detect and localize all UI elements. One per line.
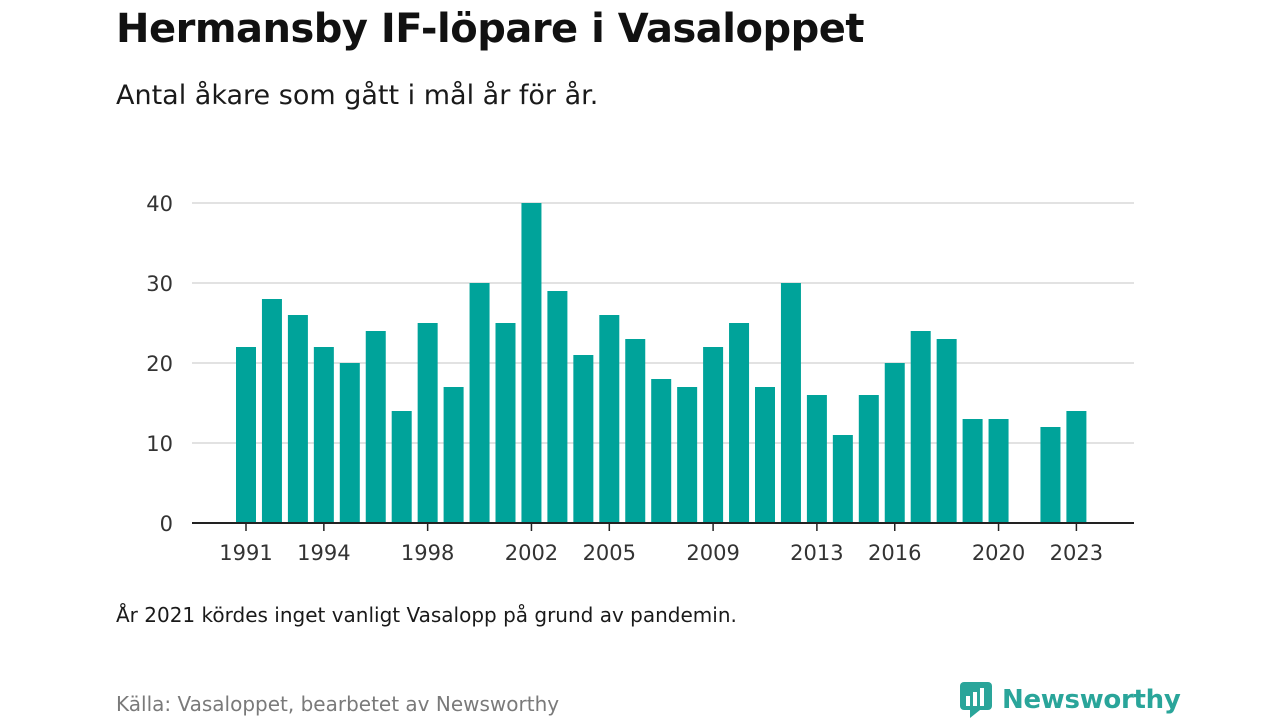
x-tick-label: 2005	[583, 541, 636, 565]
x-tick-label: 2002	[505, 541, 558, 565]
bar-2022	[1040, 427, 1061, 523]
chart-subtitle: Antal åkare som gått i mål år för år.	[116, 80, 599, 111]
bar-1997	[391, 411, 412, 523]
bar-1993	[287, 315, 308, 523]
bar-1996	[365, 331, 386, 523]
brand-logo: Newsworthy	[958, 680, 1181, 720]
brand-name: Newsworthy	[1002, 685, 1181, 715]
bar-2017	[910, 331, 931, 523]
x-tick-label: 1994	[297, 541, 350, 565]
bar-2003	[547, 291, 568, 523]
bar-2013	[806, 395, 827, 523]
bar-2006	[625, 339, 646, 523]
x-tick-label: 2009	[686, 541, 739, 565]
x-tick-label: 2023	[1050, 541, 1103, 565]
source-text: Källa: Vasaloppet, bearbetet av Newswort…	[116, 692, 560, 716]
bar-1999	[443, 387, 464, 523]
y-tick-label: 10	[146, 432, 173, 456]
bar-2004	[573, 355, 594, 523]
x-axis-labels: 1991 1994 1998 2002 2005 2009 2013 2016 2020 2023	[219, 541, 1103, 565]
bar-2019	[962, 419, 983, 523]
bar-2009	[703, 347, 724, 523]
bar-1991	[236, 347, 256, 523]
chart-note: År 2021 kördes inget vanligt Vasalopp på…	[116, 603, 737, 627]
x-tick-label: 2020	[972, 541, 1025, 565]
y-tick-label: 40	[146, 192, 173, 216]
bar-2014	[832, 435, 853, 523]
x-tick-label: 1991	[219, 541, 272, 565]
bar-2008	[677, 387, 698, 523]
bar-chart: 0 10 20 30 40 1991 1994 1998 2002 2005 2009 2013 20…	[146, 192, 1134, 565]
bar-2007	[651, 379, 672, 523]
x-tick-label: 2013	[790, 541, 843, 565]
bars	[236, 203, 1087, 523]
bar-1995	[339, 363, 360, 523]
bar-2016	[884, 363, 905, 523]
bar-2001	[495, 323, 516, 523]
bar-2010	[729, 323, 750, 523]
chart-title: Hermansby IF-löpare i Vasaloppet	[116, 6, 865, 52]
bar-2020	[988, 419, 1009, 523]
x-tick-label: 1998	[401, 541, 454, 565]
bar-2012	[780, 283, 801, 523]
y-tick-label: 20	[146, 352, 173, 376]
bar-1992	[261, 299, 282, 523]
bar-2005	[599, 315, 620, 523]
bar-1994	[313, 347, 334, 523]
bar-2018	[936, 339, 957, 523]
bar-2023	[1066, 411, 1087, 523]
x-tick-label: 2016	[868, 541, 921, 565]
y-tick-label: 30	[146, 272, 173, 296]
x-axis	[192, 522, 1134, 531]
bar-2000	[469, 283, 490, 523]
bar-2002	[521, 203, 542, 523]
newsworthy-logo-icon	[960, 682, 992, 718]
bar-1998	[417, 323, 438, 523]
y-axis-labels: 0 10 20 30 40	[146, 192, 173, 536]
bar-2011	[755, 387, 775, 523]
bar-2015	[858, 395, 879, 523]
y-tick-label: 0	[160, 512, 173, 536]
